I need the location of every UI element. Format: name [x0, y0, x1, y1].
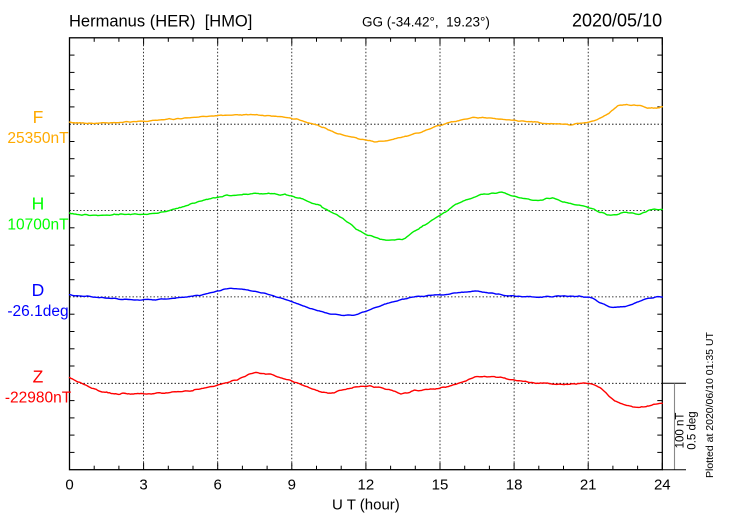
svg-text:9: 9 [288, 477, 296, 494]
svg-text:15: 15 [432, 477, 449, 494]
svg-text:18: 18 [506, 477, 523, 494]
svg-text:21: 21 [580, 477, 597, 494]
svg-text:100 nT: 100 nT [675, 413, 687, 449]
svg-text:6: 6 [214, 477, 222, 494]
svg-text:0.5 deg: 0.5 deg [687, 411, 699, 449]
svg-text:24: 24 [654, 477, 671, 494]
svg-text:25350nT: 25350nT [7, 130, 69, 147]
svg-text:2020/05/10: 2020/05/10 [572, 11, 662, 31]
svg-text:3: 3 [139, 477, 147, 494]
svg-text:10700nT: 10700nT [7, 217, 69, 234]
svg-text:-26.1deg: -26.1deg [7, 303, 68, 320]
svg-text:12: 12 [358, 477, 375, 494]
svg-text:GG (-34.42°, 19.23°): GG (-34.42°, 19.23°) [362, 15, 490, 30]
svg-text:0: 0 [65, 477, 73, 494]
svg-text:Plotted at 2020/06/10 01:35 UT: Plotted at 2020/06/10 01:35 UT [704, 331, 716, 478]
svg-text:Z: Z [33, 366, 44, 386]
svg-text:D: D [32, 280, 45, 300]
svg-text:F: F [33, 107, 44, 127]
svg-text:H: H [32, 194, 45, 214]
svg-text:U T (hour): U T (hour) [332, 497, 400, 514]
svg-text:Hermanus (HER) [HMO]: Hermanus (HER) [HMO] [69, 13, 252, 31]
svg-text:-22980nT: -22980nT [5, 389, 72, 406]
